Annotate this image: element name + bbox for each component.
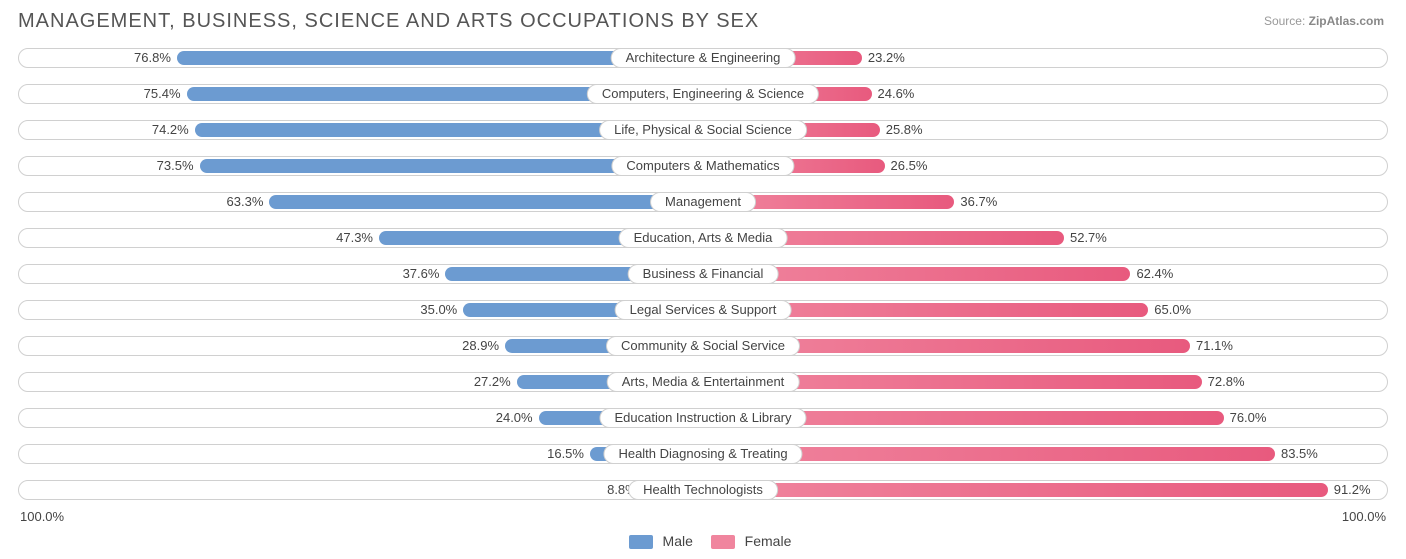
chart-row: 35.0% 65.0% Legal Services & Support <box>18 293 1388 327</box>
male-pct-label: 24.0% <box>496 410 533 425</box>
female-bar <box>703 483 1328 497</box>
chart-row: 47.3% 52.7% Education, Arts & Media <box>18 221 1388 255</box>
legend-label-female: Female <box>745 533 792 549</box>
male-bar <box>269 195 703 209</box>
axis-tick-left: 100.0% <box>20 509 64 524</box>
row-category-label: Community & Social Service <box>606 336 800 356</box>
chart-row: 76.8% 23.2% Architecture & Engineering <box>18 41 1388 75</box>
legend-label-male: Male <box>663 533 693 549</box>
male-pct-label: 76.8% <box>134 50 171 65</box>
chart-row: 37.6% 62.4% Business & Financial <box>18 257 1388 291</box>
chart-row: 8.8%91.2%Health Technologists <box>18 473 1388 507</box>
female-pct-label: 91.2% <box>1334 482 1371 497</box>
row-category-label: Arts, Media & Entertainment <box>607 372 800 392</box>
male-pct-label: 74.2% <box>152 122 189 137</box>
legend: Male Female <box>18 533 1388 549</box>
female-pct-label: 23.2% <box>868 50 905 65</box>
male-pct-label: 47.3% <box>336 230 373 245</box>
row-category-label: Architecture & Engineering <box>611 48 796 68</box>
row-category-label: Computers, Engineering & Science <box>587 84 819 104</box>
chart-row: 74.2% 25.8% Life, Physical & Social Scienc… <box>18 113 1388 147</box>
male-pct-label: 75.4% <box>144 86 181 101</box>
legend-swatch-female <box>711 535 735 549</box>
female-pct-label: 24.6% <box>878 86 915 101</box>
female-pct-label: 25.8% <box>886 122 923 137</box>
chart-row: 75.4% 24.6% Computers, Engineering & Scien… <box>18 77 1388 111</box>
female-pct-label: 72.8% <box>1208 374 1245 389</box>
row-category-label: Computers & Mathematics <box>611 156 794 176</box>
female-pct-label: 71.1% <box>1196 338 1233 353</box>
female-pct-label: 65.0% <box>1154 302 1191 317</box>
row-category-label: Management <box>650 192 756 212</box>
row-category-label: Life, Physical & Social Science <box>599 120 807 140</box>
female-pct-label: 52.7% <box>1070 230 1107 245</box>
chart-row: 24.0% 76.0% Education Instruction & Librar… <box>18 401 1388 435</box>
legend-swatch-male <box>629 535 653 549</box>
row-category-label: Health Diagnosing & Treating <box>603 444 802 464</box>
male-pct-label: 37.6% <box>403 266 440 281</box>
chart-row: 16.5% 83.5% Health Diagnosing & Treating <box>18 437 1388 471</box>
chart-row: 73.5% 26.5% Computers & Mathematics <box>18 149 1388 183</box>
female-pct-label: 36.7% <box>960 194 997 209</box>
axis-tick-right: 100.0% <box>1342 509 1386 524</box>
male-pct-label: 28.9% <box>462 338 499 353</box>
male-pct-label: 27.2% <box>474 374 511 389</box>
source-attribution: Source: ZipAtlas.com <box>1264 14 1384 28</box>
source-prefix: Source: <box>1264 14 1309 28</box>
row-category-label: Education, Arts & Media <box>619 228 788 248</box>
row-category-label: Education Instruction & Library <box>599 408 806 428</box>
chart-row: 27.2% 72.8% Arts, Media & Entertainment <box>18 365 1388 399</box>
source-name: ZipAtlas.com <box>1309 14 1384 28</box>
chart-title: MANAGEMENT, BUSINESS, SCIENCE AND ARTS O… <box>18 10 1388 33</box>
female-pct-label: 76.0% <box>1230 410 1267 425</box>
male-pct-label: 73.5% <box>157 158 194 173</box>
chart-row: 63.3% 36.7% Management <box>18 185 1388 219</box>
diverging-bar-chart: 76.8% 23.2% Architecture & Engineering 75.4… <box>18 41 1388 507</box>
female-pct-label: 83.5% <box>1281 446 1318 461</box>
x-axis: 100.0% 100.0% <box>18 509 1388 529</box>
chart-row: 28.9% 71.1% Community & Social Service <box>18 329 1388 363</box>
male-pct-label: 35.0% <box>420 302 457 317</box>
chart-container: MANAGEMENT, BUSINESS, SCIENCE AND ARTS O… <box>0 0 1406 559</box>
female-pct-label: 26.5% <box>891 158 928 173</box>
row-category-label: Business & Financial <box>628 264 779 284</box>
row-category-label: Legal Services & Support <box>615 300 792 320</box>
male-pct-label: 16.5% <box>547 446 584 461</box>
female-pct-label: 62.4% <box>1136 266 1173 281</box>
row-category-label: Health Technologists <box>628 480 778 500</box>
male-pct-label: 63.3% <box>227 194 264 209</box>
